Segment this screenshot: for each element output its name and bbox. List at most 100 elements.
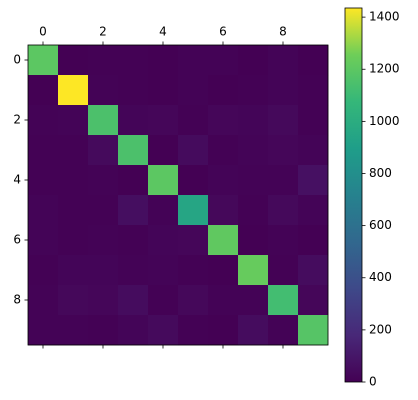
heatmap-cell <box>148 45 179 76</box>
heatmap-cell <box>298 285 329 316</box>
heatmap-cell <box>298 195 329 226</box>
heatmap-cell <box>238 195 269 226</box>
heatmap-cell <box>28 315 59 346</box>
colorbar-tick-label: 0 <box>369 375 377 389</box>
heatmap-cell <box>208 75 239 106</box>
heatmap-cell <box>238 225 269 256</box>
heatmap-cell <box>88 165 119 196</box>
heatmap-cell <box>88 255 119 286</box>
heatmap-cell <box>238 255 269 286</box>
heatmap-cell <box>118 285 149 316</box>
heatmap-cell <box>28 255 59 286</box>
heatmap-cell <box>178 225 209 256</box>
heatmap-cell <box>298 75 329 106</box>
heatmap-cell <box>58 225 89 256</box>
colorbar-tick-label: 1000 <box>369 114 400 128</box>
heatmap-cell <box>268 225 299 256</box>
heatmap-cell <box>58 315 89 346</box>
heatmap-cell <box>298 315 329 346</box>
heatmap-cell <box>208 195 239 226</box>
heatmap-cell <box>178 285 209 316</box>
colorbar-tick-label: 600 <box>369 218 392 232</box>
heatmap-cell <box>28 165 59 196</box>
heatmap-cell <box>268 255 299 286</box>
heatmap-cell <box>238 105 269 136</box>
heatmap-cell <box>208 135 239 166</box>
heatmap-cell <box>178 135 209 166</box>
heatmap-cell <box>238 165 269 196</box>
heatmap-cell <box>298 225 329 256</box>
heatmap-cell <box>148 315 179 346</box>
heatmap-cell <box>58 135 89 166</box>
heatmap-cell <box>268 195 299 226</box>
heatmap-cell <box>28 285 59 316</box>
heatmap-cell <box>298 135 329 166</box>
heatmap-cell <box>118 195 149 226</box>
heatmap-cell <box>268 165 299 196</box>
x-tick-label: 8 <box>279 25 287 39</box>
heatmap-cell <box>88 225 119 256</box>
heatmap-cell <box>148 165 179 196</box>
heatmap-cell <box>58 195 89 226</box>
heatmap-cell <box>88 135 119 166</box>
heatmap-cell <box>178 105 209 136</box>
heatmap-cell <box>208 225 239 256</box>
heatmap-cell <box>238 45 269 76</box>
heatmap-cell <box>178 315 209 346</box>
heatmap-cell <box>58 285 89 316</box>
heatmap-cell <box>88 105 119 136</box>
heatmap-cell <box>238 75 269 106</box>
heatmap-cell <box>178 75 209 106</box>
heatmap-cell <box>28 195 59 226</box>
heatmap-cell <box>118 105 149 136</box>
heatmap-cell <box>238 315 269 346</box>
heatmap-cell <box>88 75 119 106</box>
heatmap-cell <box>148 75 179 106</box>
heatmap-cell <box>178 45 209 76</box>
colorbar-tick-label: 1200 <box>369 62 400 76</box>
heatmap-cell <box>208 315 239 346</box>
heatmap-cell <box>148 255 179 286</box>
x-tick-label: 2 <box>99 25 107 39</box>
heatmap-cell <box>118 45 149 76</box>
heatmap-cell <box>148 105 179 136</box>
heatmap-cell <box>58 255 89 286</box>
colorbar-tick-label: 800 <box>369 166 392 180</box>
heatmap-cell <box>88 195 119 226</box>
heatmap-cell <box>118 315 149 346</box>
heatmap-cell <box>238 285 269 316</box>
heatmap-cell <box>298 105 329 136</box>
heatmap-cell <box>238 135 269 166</box>
colorbar-tick-label: 1400 <box>369 10 400 24</box>
colorbar <box>344 7 363 383</box>
heatmap-cell <box>58 45 89 76</box>
heatmap-cell <box>208 105 239 136</box>
heatmap-cell <box>298 165 329 196</box>
y-tick-label: 8 <box>13 293 21 307</box>
heatmap-cell <box>208 285 239 316</box>
heatmap-cell <box>88 285 119 316</box>
heatmap-cell <box>298 45 329 76</box>
heatmap-cell <box>208 255 239 286</box>
heatmap-cell <box>268 135 299 166</box>
heatmap-cell <box>28 75 59 106</box>
y-tick-label: 4 <box>13 173 21 187</box>
y-tick-label: 0 <box>13 53 21 67</box>
heatmap-cell <box>118 225 149 256</box>
heatmap-cell <box>208 45 239 76</box>
heatmap-cell <box>268 285 299 316</box>
y-tick-label: 2 <box>13 113 21 127</box>
heatmap-cell <box>148 225 179 256</box>
heatmap-cell <box>28 45 59 76</box>
heatmap-cell <box>148 135 179 166</box>
heatmap-cell <box>58 75 89 106</box>
y-tick-label: 6 <box>13 233 21 247</box>
heatmap-cell <box>268 105 299 136</box>
heatmap-cell <box>268 315 299 346</box>
heatmap-cell <box>118 255 149 286</box>
heatmap-cell <box>268 75 299 106</box>
plot-frame <box>27 44 329 346</box>
colorbar-tick-label: 400 <box>369 270 392 284</box>
heatmap-cell <box>208 165 239 196</box>
